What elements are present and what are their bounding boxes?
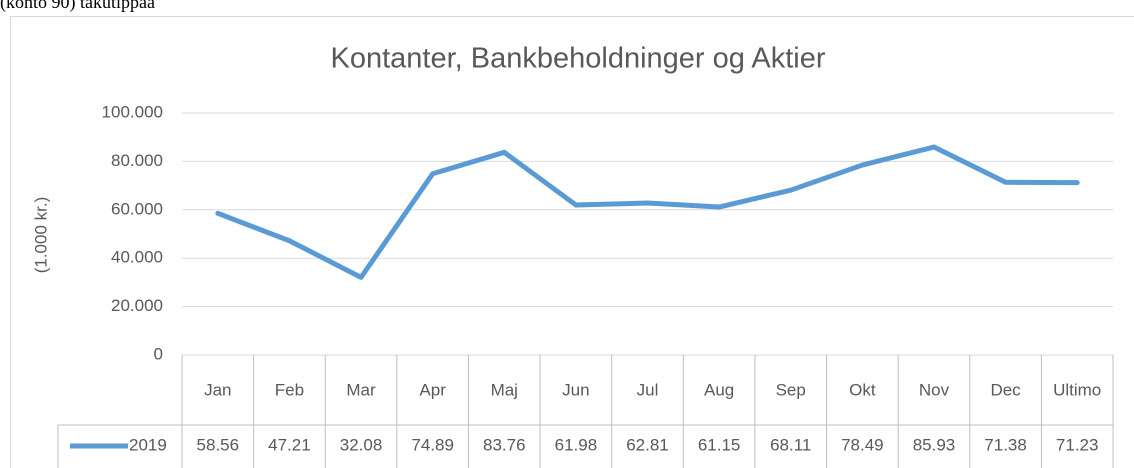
x-tick-label: Apr (419, 380, 446, 399)
y-tick-label: 60.000 (111, 199, 163, 218)
chart-border (10, 16, 1134, 468)
header-text: (konto 90) takutippaa (0, 0, 155, 13)
x-tick-label: Ultimo (1053, 380, 1101, 399)
data-label: 47.21 (268, 435, 311, 454)
data-label: 32.08 (340, 435, 383, 454)
data-label: 85.93 (913, 435, 956, 454)
y-tick-label: 100.000 (102, 102, 163, 121)
data-label: 78.49 (841, 435, 884, 454)
line (215, 144, 1080, 280)
x-tick-label: Mar (346, 380, 376, 399)
x-tick-label: Aug (704, 380, 734, 399)
data-label: 62.81 (626, 435, 669, 454)
chart-title: Kontanter, Bankbeholdninger og Aktier (331, 43, 826, 75)
data-label: 61.15 (698, 435, 741, 454)
x-tick-label: Sep (776, 380, 806, 399)
y-tick-label: 20.000 (111, 296, 163, 315)
x-tick-label: Jan (204, 380, 231, 399)
x-tick-label: Feb (275, 380, 304, 399)
legend-label: 2019 (129, 435, 167, 454)
y-tick-label: 80.000 (111, 151, 163, 170)
y-axis-label: (1.000 kr.) (31, 197, 50, 274)
data-label: 61.98 (555, 435, 598, 454)
x-tick-label: Jul (637, 380, 659, 399)
y-tick-label: 0 (154, 344, 163, 363)
x-tick-label: Nov (919, 380, 950, 399)
y-tick-label: 40.000 (111, 248, 163, 267)
x-tick-label: Maj (491, 380, 518, 399)
data-label: 83.76 (483, 435, 526, 454)
data-label: 58.56 (197, 435, 240, 454)
x-tick-label: Jun (562, 380, 589, 399)
data-label: 74.89 (411, 435, 454, 454)
data-label: 71.23 (1056, 435, 1099, 454)
x-tick-label: Okt (849, 380, 876, 399)
data-label: 71.38 (984, 435, 1027, 454)
x-tick-label: Dec (990, 380, 1021, 399)
data-label: 68.11 (770, 435, 811, 454)
